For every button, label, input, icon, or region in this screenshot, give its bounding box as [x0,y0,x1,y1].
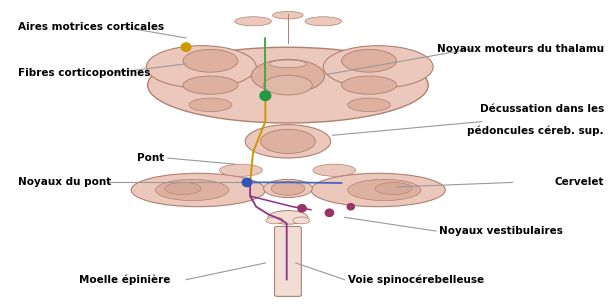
Ellipse shape [264,179,312,198]
Ellipse shape [293,217,310,224]
Text: Décussation dans les: Décussation dans les [479,105,604,114]
Text: Fibres corticopontines: Fibres corticopontines [18,68,151,78]
Ellipse shape [346,203,355,211]
Text: Noyaux du pont: Noyaux du pont [18,178,112,187]
Ellipse shape [189,98,232,112]
Ellipse shape [342,50,396,72]
Ellipse shape [348,179,421,201]
Ellipse shape [259,90,271,101]
Text: Pont: Pont [137,153,165,163]
Text: Noyaux moteurs du thalamu: Noyaux moteurs du thalamu [437,44,604,54]
Ellipse shape [183,76,238,94]
Ellipse shape [260,129,315,154]
Ellipse shape [271,182,304,195]
Ellipse shape [148,47,428,123]
Ellipse shape [264,75,312,95]
Ellipse shape [323,46,433,88]
Ellipse shape [146,46,256,88]
FancyBboxPatch shape [274,226,301,296]
Ellipse shape [181,42,192,52]
Ellipse shape [156,179,229,201]
Ellipse shape [268,211,307,224]
Ellipse shape [313,164,356,176]
Ellipse shape [270,60,306,67]
Ellipse shape [235,17,271,26]
Ellipse shape [273,12,303,19]
Ellipse shape [131,173,265,207]
Ellipse shape [305,17,342,26]
Text: Cervelet: Cervelet [554,178,604,187]
Ellipse shape [220,164,262,176]
Ellipse shape [348,98,390,112]
Ellipse shape [311,173,445,207]
Text: Noyaux vestibulaires: Noyaux vestibulaires [439,226,563,236]
Ellipse shape [297,204,307,212]
Ellipse shape [375,182,412,195]
Text: Voie spinocérebelleuse: Voie spinocérebelleuse [348,275,484,285]
Ellipse shape [266,217,283,224]
Ellipse shape [183,50,238,72]
Ellipse shape [245,125,331,158]
Ellipse shape [342,76,396,94]
Text: Moelle épinière: Moelle épinière [79,275,171,285]
Text: pédoncules céreb. sup.: pédoncules céreb. sup. [467,126,604,136]
Ellipse shape [251,59,325,93]
Ellipse shape [325,209,334,217]
Ellipse shape [242,178,253,187]
Text: Aires motrices corticales: Aires motrices corticales [18,22,165,32]
Ellipse shape [165,182,201,195]
